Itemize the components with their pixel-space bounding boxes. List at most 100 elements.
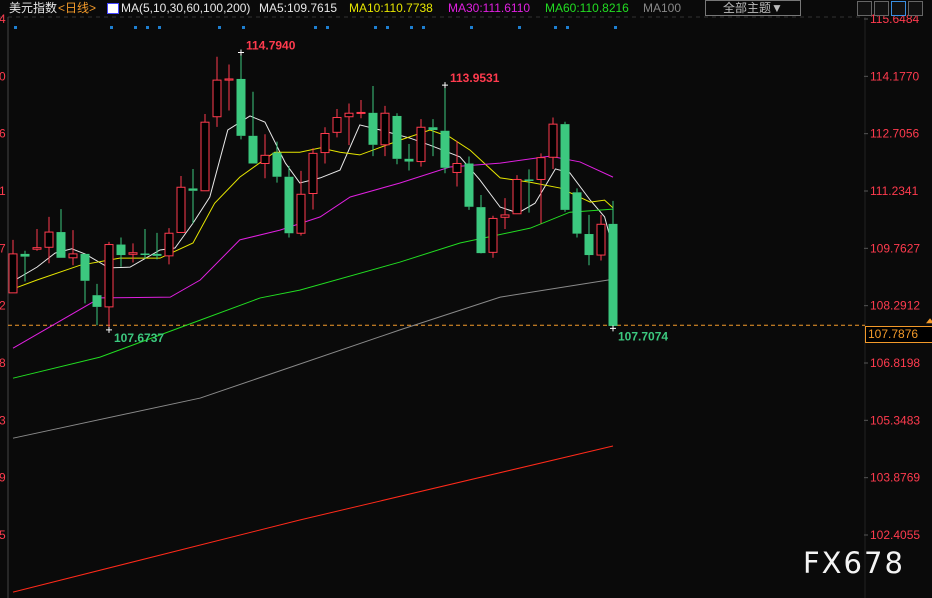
ma10-value: MA10:110.7738	[349, 1, 433, 15]
high-price-label: 114.7940	[246, 38, 296, 52]
candle-body	[344, 112, 354, 118]
event-marker	[314, 26, 317, 29]
candle	[272, 141, 282, 183]
candle-body	[320, 132, 330, 154]
candle-body	[428, 127, 438, 130]
candle	[428, 119, 438, 157]
y-tick-label: 103.8769	[870, 471, 920, 485]
chart-header: 美元指数 <日线> MA(5,10,30,60,100,200) MA5:109…	[0, 0, 932, 16]
event-marker	[422, 26, 425, 29]
ma30-value: MA30:111.6110	[448, 1, 531, 15]
candle	[332, 108, 342, 138]
candle	[308, 148, 318, 210]
candle	[536, 153, 546, 224]
candle-body	[584, 234, 594, 256]
candle	[488, 215, 498, 258]
chart-type-icon[interactable]	[874, 1, 889, 16]
left-y-tick-label: 0	[0, 69, 6, 83]
candle-body	[356, 111, 366, 114]
y-tick-label: 106.8198	[870, 356, 920, 370]
y-tick-label: 114.1770	[870, 69, 919, 83]
extreme-marker	[238, 49, 244, 56]
candle-body	[476, 207, 486, 254]
candle-body	[464, 163, 474, 207]
candle	[8, 239, 18, 294]
y-tick-label: 105.3483	[870, 413, 920, 427]
candle	[128, 243, 138, 263]
extreme-marker	[610, 325, 616, 332]
instrument-name[interactable]: 美元指数	[9, 1, 58, 15]
candle-body	[548, 123, 558, 158]
candle	[572, 188, 582, 238]
ma-params[interactable]: MA(5,10,30,60,100,200)	[121, 1, 251, 15]
left-y-tick-label: 9	[0, 471, 6, 485]
candle-body	[236, 78, 246, 136]
candle	[68, 230, 78, 266]
candle-body	[332, 117, 342, 133]
candle-body	[488, 217, 498, 253]
event-marker	[158, 26, 161, 29]
left-y-tick-label: 5	[0, 528, 6, 542]
period-selector[interactable]: <日线>	[58, 1, 97, 15]
ma100-value: MA100	[643, 1, 682, 15]
candle-body	[512, 178, 522, 215]
candle	[44, 216, 54, 264]
y-tick-label: 108.2912	[870, 299, 920, 313]
event-marker	[470, 26, 473, 29]
candle-body	[380, 112, 390, 146]
event-marker	[134, 26, 137, 29]
candle	[212, 56, 222, 127]
candle	[524, 169, 534, 213]
candle	[236, 52, 246, 140]
extreme-marker	[442, 82, 448, 89]
candle	[608, 200, 618, 329]
candle	[116, 237, 126, 267]
candle-body	[212, 79, 222, 118]
candle-body	[8, 253, 18, 294]
candle-body	[560, 124, 570, 210]
candle-body	[596, 223, 606, 256]
ma5-value: MA5:109.7615	[259, 1, 338, 15]
candle-body	[500, 214, 510, 218]
candle	[296, 170, 306, 236]
candle-body	[368, 112, 378, 145]
candle	[548, 117, 558, 169]
candle-body	[152, 253, 162, 256]
indicator-icon[interactable]	[107, 3, 119, 14]
extreme-marker	[106, 326, 112, 333]
candle	[560, 121, 570, 212]
event-marker	[326, 26, 329, 29]
candle-body	[188, 188, 198, 191]
candle-body	[416, 126, 426, 163]
candle-body	[80, 253, 90, 281]
candle	[464, 156, 474, 210]
candle-body	[572, 192, 582, 234]
candle-body	[32, 247, 42, 250]
candle-body	[116, 244, 126, 256]
candle	[200, 114, 210, 192]
candle	[344, 103, 354, 146]
left-y-tick-label: 4	[0, 12, 6, 26]
left-y-tick-label: 6	[0, 127, 6, 141]
draw-tool-icon[interactable]	[891, 1, 906, 16]
candle-body	[104, 244, 114, 308]
candle	[320, 127, 330, 164]
ma-line-ma200	[12, 445, 614, 593]
left-y-tick-label: 8	[0, 356, 6, 370]
candle	[176, 175, 186, 233]
candle-body	[284, 176, 294, 234]
candle	[284, 165, 294, 238]
candle-body	[296, 193, 306, 234]
export-icon[interactable]	[908, 1, 923, 16]
left-y-tick-label: 3	[0, 413, 6, 427]
candle	[20, 250, 30, 282]
candle	[92, 283, 102, 326]
candle	[500, 198, 510, 229]
crosshair-icon[interactable]	[857, 1, 872, 16]
candle	[356, 99, 366, 119]
candle-body	[44, 231, 54, 248]
candle-body	[68, 253, 78, 259]
theme-dropdown[interactable]: 全部主题▼	[705, 0, 801, 16]
candle-body	[224, 78, 234, 81]
